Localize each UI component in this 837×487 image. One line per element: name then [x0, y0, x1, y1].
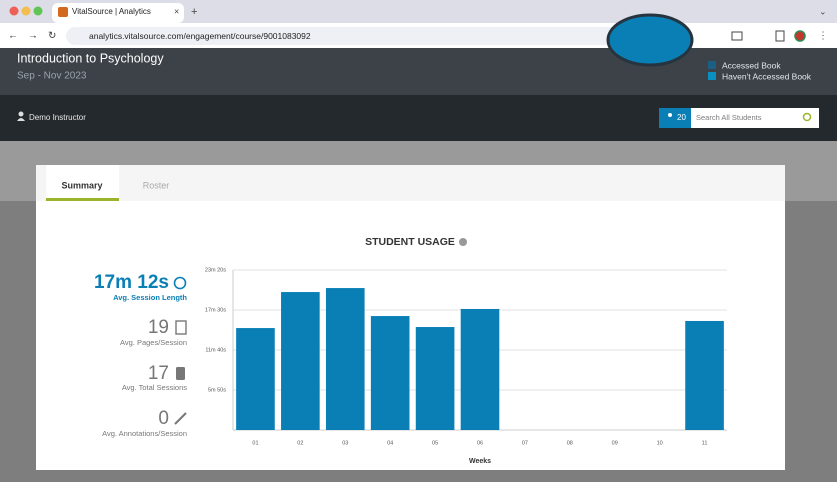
student-count: 20	[677, 113, 686, 122]
new-tab[interactable]: +	[191, 6, 197, 18]
search-box[interactable]	[691, 108, 819, 128]
x-tick-label: 10	[657, 440, 663, 446]
legend-swatch	[708, 61, 716, 69]
bar	[460, 308, 500, 430]
profile[interactable]	[794, 30, 806, 42]
stat-icon	[174, 412, 187, 425]
bar	[236, 328, 275, 430]
x-tick-label: 03	[342, 440, 348, 446]
info-icon[interactable]	[459, 238, 467, 246]
stat-label: Avg. Annotations/Session	[102, 429, 187, 438]
x-tick-label: 06	[477, 440, 483, 446]
legend-text: Accessed Book	[722, 60, 781, 70]
course-title: Introduction to Psychology	[17, 51, 164, 65]
instructor-name: Demo Instructor	[29, 113, 86, 122]
tab-active-bg	[46, 165, 119, 201]
x-axis-label: Weeks	[469, 458, 491, 465]
back[interactable]: ←	[8, 31, 18, 42]
y-tick-label: 11m 40s	[205, 347, 226, 353]
x-tick-label: 01	[252, 440, 258, 446]
x-tick-label: 11	[702, 440, 708, 446]
course-term: Sep - Nov 2023	[17, 71, 87, 82]
toolbar-icon[interactable]	[775, 30, 785, 42]
bar	[370, 316, 410, 430]
header-chart	[606, 13, 694, 67]
x-tick-label: 09	[612, 440, 618, 446]
y-tick-label: 23m 20s	[205, 267, 226, 273]
search-placeholder: Search All Students	[696, 113, 762, 122]
tab-close[interactable]: ×	[174, 6, 179, 16]
tab-strip	[36, 165, 785, 201]
bar	[415, 327, 455, 430]
legend-text: Haven't Accessed Book	[722, 71, 812, 81]
tab-title: VitalSource | Analytics	[72, 7, 151, 16]
x-tick-label: 02	[297, 440, 303, 446]
close-dot[interactable]	[9, 6, 19, 16]
max-dot[interactable]	[33, 6, 43, 16]
y-tick-label: 5m 50s	[208, 387, 226, 393]
stat-value: 19	[148, 317, 169, 338]
bar	[685, 320, 724, 430]
stat-label: Avg. Total Sessions	[122, 383, 187, 392]
tab-roster[interactable]: Roster	[143, 180, 170, 190]
toolbar-icon[interactable]	[731, 31, 743, 41]
favicon	[58, 7, 68, 17]
course-header	[0, 48, 837, 95]
stat-value: 17	[148, 363, 169, 384]
student-count-badge[interactable]	[659, 108, 691, 128]
stat-label: Avg. Pages/Session	[120, 338, 187, 347]
x-tick-label: 04	[387, 440, 393, 446]
y-tick-label: 17m 30s	[205, 307, 226, 313]
bar	[281, 292, 320, 430]
x-tick-label: 07	[522, 440, 528, 446]
stat-icon	[175, 320, 187, 335]
tab[interactable]	[52, 3, 184, 23]
stat-icon	[176, 367, 185, 380]
url: analytics.vitalsource.com/engagement/cou…	[89, 31, 311, 41]
count-icon	[668, 113, 672, 117]
stat-icon	[173, 276, 187, 290]
x-tick-label: 05	[432, 440, 438, 446]
legend-swatch	[708, 72, 716, 80]
min-dot[interactable]	[21, 6, 31, 16]
stat-value: 17m 12s	[94, 272, 169, 293]
reload[interactable]: ↻	[48, 31, 56, 42]
forward[interactable]: →	[28, 31, 38, 42]
summary-card	[36, 165, 785, 470]
user-icon	[17, 118, 25, 121]
x-tick-label: 08	[567, 440, 573, 446]
stat-label: Avg. Session Length	[113, 293, 187, 302]
menu[interactable]: ⋮	[818, 31, 828, 42]
tab-underline	[46, 198, 119, 201]
user-icon	[18, 111, 24, 117]
search-icon[interactable]	[802, 112, 812, 122]
omnibox[interactable]	[66, 27, 674, 45]
tab-summary[interactable]: Summary	[61, 180, 102, 190]
tab-menu[interactable]: ⌄	[819, 6, 827, 16]
bar	[325, 288, 365, 430]
chart-title: STUDENT USAGE	[365, 236, 455, 248]
stat-value: 0	[158, 408, 169, 429]
